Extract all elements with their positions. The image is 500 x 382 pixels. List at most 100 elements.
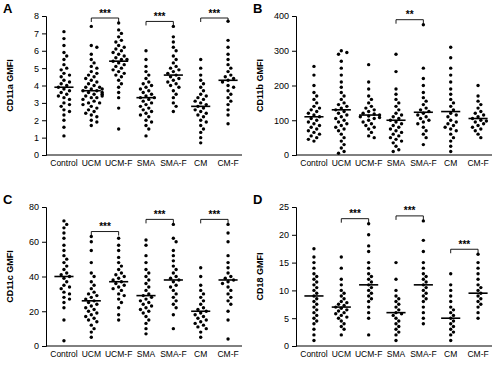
point [370,105,373,108]
point [144,306,147,309]
x-axis: ControlUCMUCM-FSMASMA-FCMCM-F [296,346,492,359]
point [449,127,452,130]
point [340,266,343,269]
y-tick-mark [292,120,296,121]
point [120,32,123,35]
point [229,66,232,69]
point [202,115,205,118]
point [150,84,153,87]
x-tick: CM [444,346,457,359]
point [172,110,175,113]
y-tick-label: 20 [279,230,289,240]
point [117,106,120,109]
point [199,289,202,292]
point [378,116,381,119]
point [392,150,395,153]
point [62,134,65,137]
point [449,46,452,49]
point [87,310,90,313]
x-tick-label: CM [444,158,457,168]
y-tick-mark [292,318,296,319]
point [479,297,482,300]
point [65,66,68,69]
point [90,96,93,99]
point [147,106,150,109]
point [367,294,370,297]
point [172,70,175,73]
point [367,261,370,264]
point [92,99,95,102]
point [177,86,180,89]
point [117,70,120,73]
point [122,72,125,75]
point [312,247,315,250]
y-tick: 200 [274,81,296,91]
point [122,54,125,57]
point [309,126,312,129]
point [169,66,172,69]
point [416,122,419,125]
point [476,261,479,264]
point [68,80,71,83]
point [479,110,482,113]
point [367,311,370,314]
point [455,120,458,123]
point [476,84,479,87]
point [449,119,452,122]
point [312,283,315,286]
x-tick-label: UCM-F [355,349,382,359]
point [340,73,343,76]
point [199,330,202,333]
point [62,306,65,309]
y-tick-mark [292,207,296,208]
point [205,327,208,330]
point [315,303,318,306]
mean-line [332,306,351,308]
point [202,98,205,101]
point [59,287,62,290]
point [169,285,172,288]
point [117,53,120,56]
x-tick-label: CM [194,158,207,168]
point [449,283,452,286]
point [424,291,427,294]
point [57,94,60,97]
point [92,290,95,293]
point [172,79,175,82]
point [424,129,427,132]
point [90,240,93,243]
point [142,99,145,102]
point [449,300,452,303]
y-tick-label: 1 [34,133,39,143]
point [147,80,150,83]
point [117,244,120,247]
point [422,96,425,99]
point [172,40,175,43]
point [397,319,400,322]
point [224,75,227,78]
point [202,299,205,302]
point [397,308,400,311]
point [81,98,84,101]
y-tick-label: 4 [34,81,39,91]
x-tick: Control [50,155,78,168]
point [342,328,345,331]
point [150,110,153,113]
point [312,305,315,308]
y-axis: 0510152025 [279,202,297,351]
point [226,113,229,116]
point [476,289,479,292]
point [345,122,348,125]
point [59,82,62,85]
point [449,272,452,275]
point [144,58,147,61]
point [95,106,98,109]
y-tick-mark [42,138,46,139]
y-tick-mark [42,207,46,208]
point [174,283,177,286]
point [144,332,147,335]
point [62,318,65,321]
point [202,127,205,130]
point [479,127,482,130]
y-tick: 10 [279,286,296,296]
